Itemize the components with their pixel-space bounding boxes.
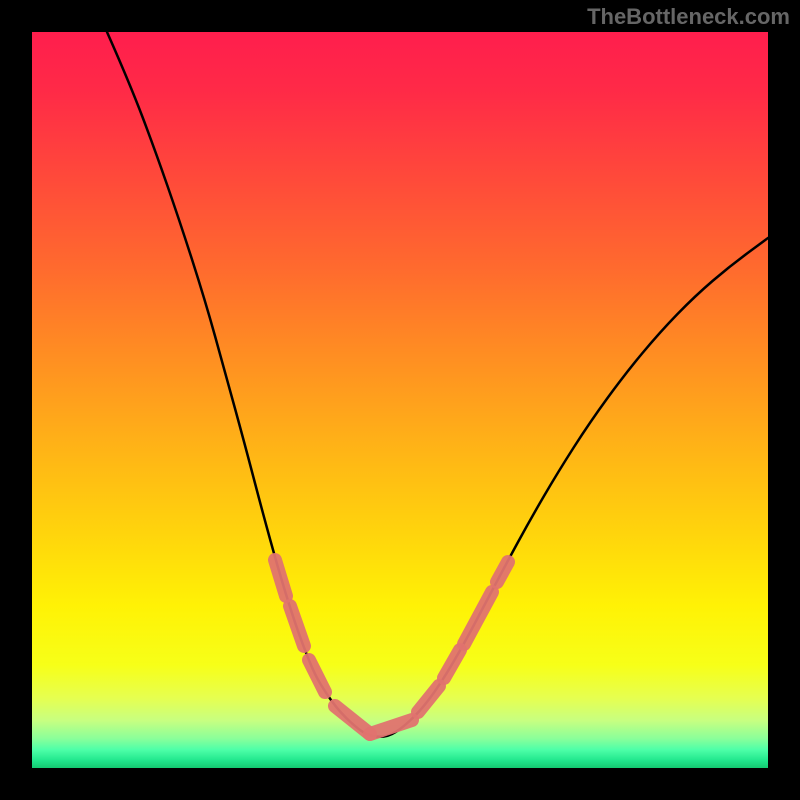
highlight-segment (497, 562, 508, 582)
chart-stage: TheBottleneck.com (0, 0, 800, 800)
gradient-background (32, 32, 768, 768)
chart-svg (0, 0, 800, 800)
watermark-text: TheBottleneck.com (587, 4, 790, 30)
